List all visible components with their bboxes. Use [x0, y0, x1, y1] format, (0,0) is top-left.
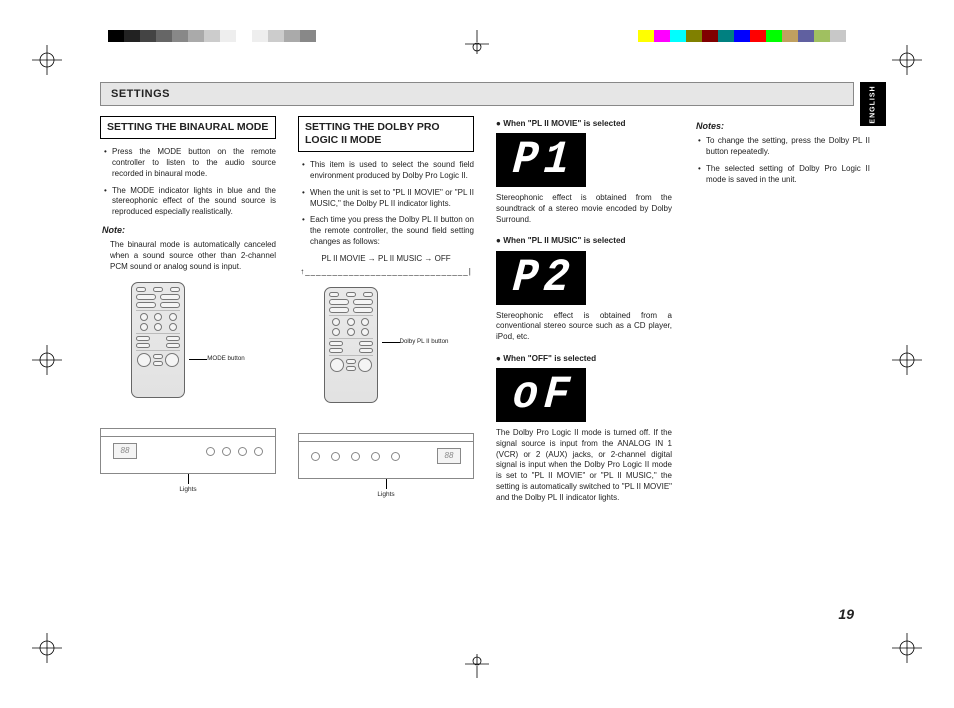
panel-label: Lights — [100, 486, 276, 495]
mode-flow: PL II MOVIE → PL II MUSIC → OFF — [298, 254, 474, 265]
callout-mode-button: MODE button — [207, 356, 245, 363]
section-title-binaural: SETTING THE BINAURAL MODE — [100, 116, 276, 139]
lcd-display: P 1 — [496, 133, 586, 187]
body-text: This item is used to select the sound fi… — [302, 160, 474, 182]
note-text: The binaural mode is automatically cance… — [100, 240, 276, 272]
column-binaural: SETTING THE BINAURAL MODE Press the MODE… — [100, 116, 276, 514]
remote-icon — [131, 282, 185, 398]
remote-icon — [324, 287, 378, 403]
body-text: When the unit is set to "PL II MOVIE" or… — [302, 188, 474, 210]
body-text: Stereophonic effect is obtained from the… — [496, 193, 672, 225]
front-panel-illustration: 88 Lights — [100, 428, 276, 495]
body-text: The Dolby Pro Logic II mode is turned of… — [496, 428, 672, 504]
remote-illustration: MODE button — [100, 282, 276, 398]
body-text: Press the MODE button on the remote cont… — [104, 147, 276, 179]
front-panel-illustration: 88 Lights — [298, 433, 474, 500]
column-notes: Notes: To change the setting, press the … — [694, 116, 870, 514]
note-text: The selected setting of Dolby Pro Logic … — [698, 164, 870, 186]
settings-header: SETTINGS — [100, 82, 854, 106]
panel-label: Lights — [298, 491, 474, 500]
remote-illustration: Dolby PL II button — [298, 287, 474, 403]
page-number: 19 — [838, 606, 854, 622]
column-dolby: SETTING THE DOLBY PRO LOGIC II MODE This… — [298, 116, 474, 514]
notes-label: Notes: — [696, 120, 870, 132]
lcd-display: o F — [496, 368, 586, 422]
note-label: Note: — [102, 224, 276, 236]
body-text: Each time you press the Dolby PL II butt… — [302, 215, 474, 247]
subsection-pl2-movie: When "PL II MOVIE" is selected — [496, 118, 672, 129]
callout-dolby-button: Dolby PL II button — [400, 339, 449, 346]
body-text: The MODE indicator lights in blue and th… — [104, 186, 276, 218]
subsection-off: When "OFF" is selected — [496, 353, 672, 364]
mode-flow-return: ↑______________________________| — [298, 267, 474, 278]
colorbar-right — [638, 30, 846, 42]
lcd-display: P 2 — [496, 251, 586, 305]
page-content: SETTINGS SETTING THE BINAURAL MODE Press… — [100, 82, 854, 626]
subsection-pl2-music: When "PL II MUSIC" is selected — [496, 235, 672, 246]
body-text: Stereophonic effect is obtained from a c… — [496, 311, 672, 343]
section-title-dolby: SETTING THE DOLBY PRO LOGIC II MODE — [298, 116, 474, 152]
colorbar-left — [108, 30, 316, 42]
note-text: To change the setting, press the Dolby P… — [698, 136, 870, 158]
column-modes: When "PL II MOVIE" is selected P 1 Stere… — [496, 116, 672, 514]
